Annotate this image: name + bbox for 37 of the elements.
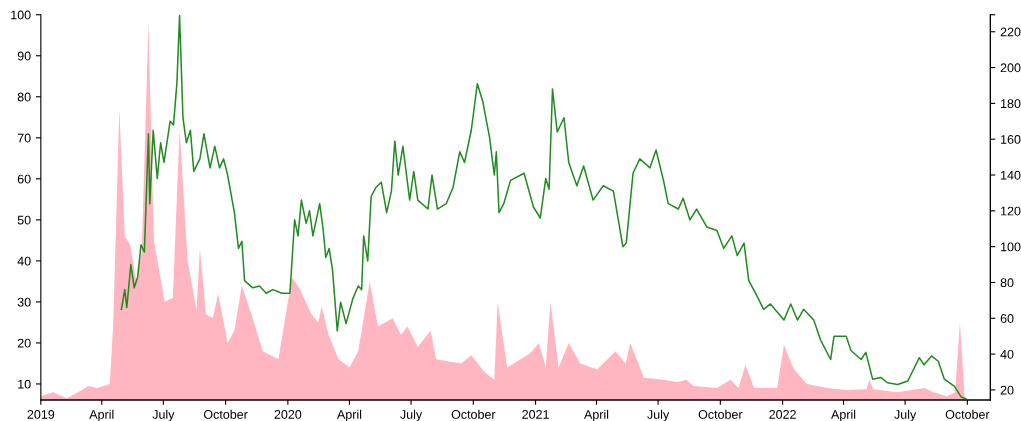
x-tick-label: April xyxy=(831,409,856,421)
x-tick-label: July xyxy=(152,409,175,421)
y-tick-label: 40 xyxy=(17,256,31,266)
y2-tick-label: 160 xyxy=(1001,135,1021,144)
y-tick-label: 100 xyxy=(11,10,31,20)
x-tick-label: July xyxy=(647,409,670,421)
x-tick-label: July xyxy=(894,409,917,421)
x-tick-label: 2021 xyxy=(522,410,549,419)
y-tick-label: 20 xyxy=(17,338,31,348)
y-tick-label: 50 xyxy=(17,215,31,225)
x-tick-label: July xyxy=(400,409,423,421)
y2-tick-label: 180 xyxy=(1001,99,1021,109)
y2-tick-label: 60 xyxy=(1000,314,1014,323)
y-tick-label: 30 xyxy=(17,297,31,307)
x-tick-label: October xyxy=(698,409,743,419)
x-tick-label: October xyxy=(203,409,248,419)
y2-tick-label: 100 xyxy=(1001,242,1021,252)
x-tick-label: 2019 xyxy=(27,410,55,419)
x-tick-label: October xyxy=(451,409,496,419)
y2-tick-label: 120 xyxy=(1001,206,1021,216)
x-tick-label: 2022 xyxy=(769,410,796,419)
y2-tick-label: 200 xyxy=(1000,63,1021,73)
x-tick-label: April xyxy=(89,409,114,421)
y-tick-label: 70 xyxy=(17,133,31,143)
x-tick-label: April xyxy=(336,409,362,421)
y2-tick-label: 220 xyxy=(1000,27,1021,37)
y-tick-label: 10 xyxy=(18,379,31,389)
y2-tick-label: 40 xyxy=(1000,349,1014,359)
x-tick-label: 2020 xyxy=(274,410,302,419)
y-tick-label: 60 xyxy=(17,174,31,184)
y2-tick-label: 80 xyxy=(1000,278,1014,288)
y-tick-label: 90 xyxy=(17,51,31,61)
x-tick-label: April xyxy=(584,409,609,421)
y-tick-label: 80 xyxy=(17,92,31,102)
y2-tick-label: 20 xyxy=(1000,385,1014,395)
y2-tick-label: 140 xyxy=(1001,170,1021,180)
x-tick-label: October xyxy=(945,409,990,419)
